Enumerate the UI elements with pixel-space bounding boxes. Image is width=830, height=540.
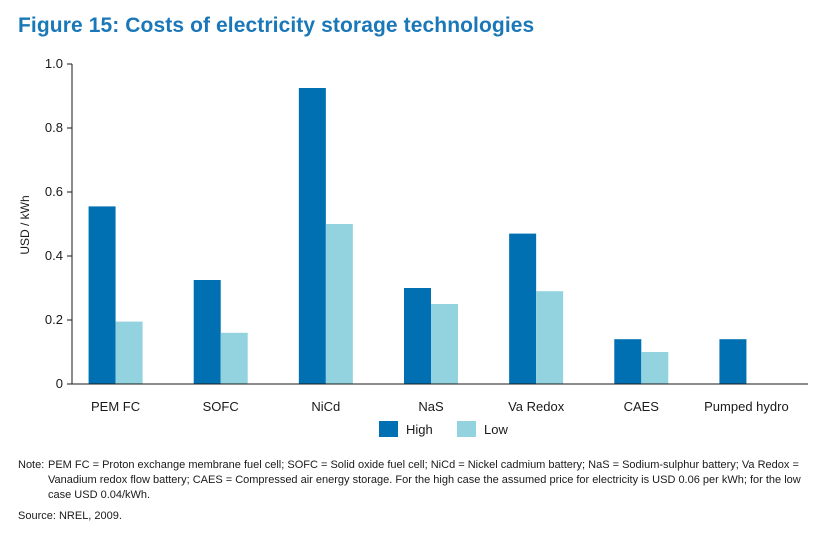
x-axis: PEM FC SOFC NiCd NaS Va Redox CAES Pumped hydr… bbox=[72, 383, 808, 414]
bars bbox=[88, 88, 747, 384]
note-text: PEM FC = Proton exchange membrane fuel c… bbox=[48, 459, 801, 501]
bar-high bbox=[719, 339, 747, 384]
legend: High Low bbox=[379, 421, 508, 437]
x-tick-label: CAES bbox=[624, 399, 660, 414]
bar-chart: 0 0.2 0.4 0.6 0.8 1.0 PEM FC SOFC NiCd NaS Va Red… bbox=[18, 56, 808, 437]
x-tick-label: NiCd bbox=[311, 399, 340, 414]
y-tick-label: 1.0 bbox=[45, 56, 63, 71]
bar-high bbox=[509, 233, 537, 384]
bar-high bbox=[298, 88, 326, 384]
note-label: Note: bbox=[18, 459, 45, 471]
y-tick-label: 0.2 bbox=[45, 312, 63, 327]
bar-high bbox=[614, 339, 642, 384]
bar-high bbox=[88, 206, 116, 384]
legend-swatch-low bbox=[457, 421, 476, 437]
legend-label-high: High bbox=[406, 422, 433, 437]
y-tick-label: 0.4 bbox=[45, 248, 63, 263]
note: Note: PEM FC = Proton exchange membrane … bbox=[18, 458, 808, 503]
bar-low bbox=[536, 291, 564, 384]
x-tick-label: Pumped hydro bbox=[704, 399, 789, 414]
x-tick-label: PEM FC bbox=[91, 399, 140, 414]
y-tick-label: 0.8 bbox=[45, 120, 63, 135]
y-axis-label: USD / kWh bbox=[18, 195, 32, 254]
x-tick-label: SOFC bbox=[203, 399, 239, 414]
bar-low bbox=[641, 352, 669, 384]
y-axis: 0 0.2 0.4 0.6 0.8 1.0 bbox=[45, 56, 73, 391]
bar-low bbox=[220, 332, 248, 384]
bar-low bbox=[115, 321, 143, 384]
source-text: Source: NREL, 2009. bbox=[18, 510, 122, 522]
x-tick-label: NaS bbox=[418, 399, 444, 414]
legend-swatch-high bbox=[379, 421, 398, 437]
y-tick-label: 0.6 bbox=[45, 184, 63, 199]
chart-title: Figure 15: Costs of electricity storage … bbox=[18, 14, 535, 37]
x-tick-label: Va Redox bbox=[508, 399, 565, 414]
bar-low bbox=[325, 224, 353, 384]
y-tick-label: 0 bbox=[56, 376, 63, 391]
legend-label-low: Low bbox=[484, 422, 508, 437]
bar-low bbox=[431, 304, 458, 384]
bar-high bbox=[193, 280, 221, 384]
bar-high bbox=[404, 288, 431, 384]
